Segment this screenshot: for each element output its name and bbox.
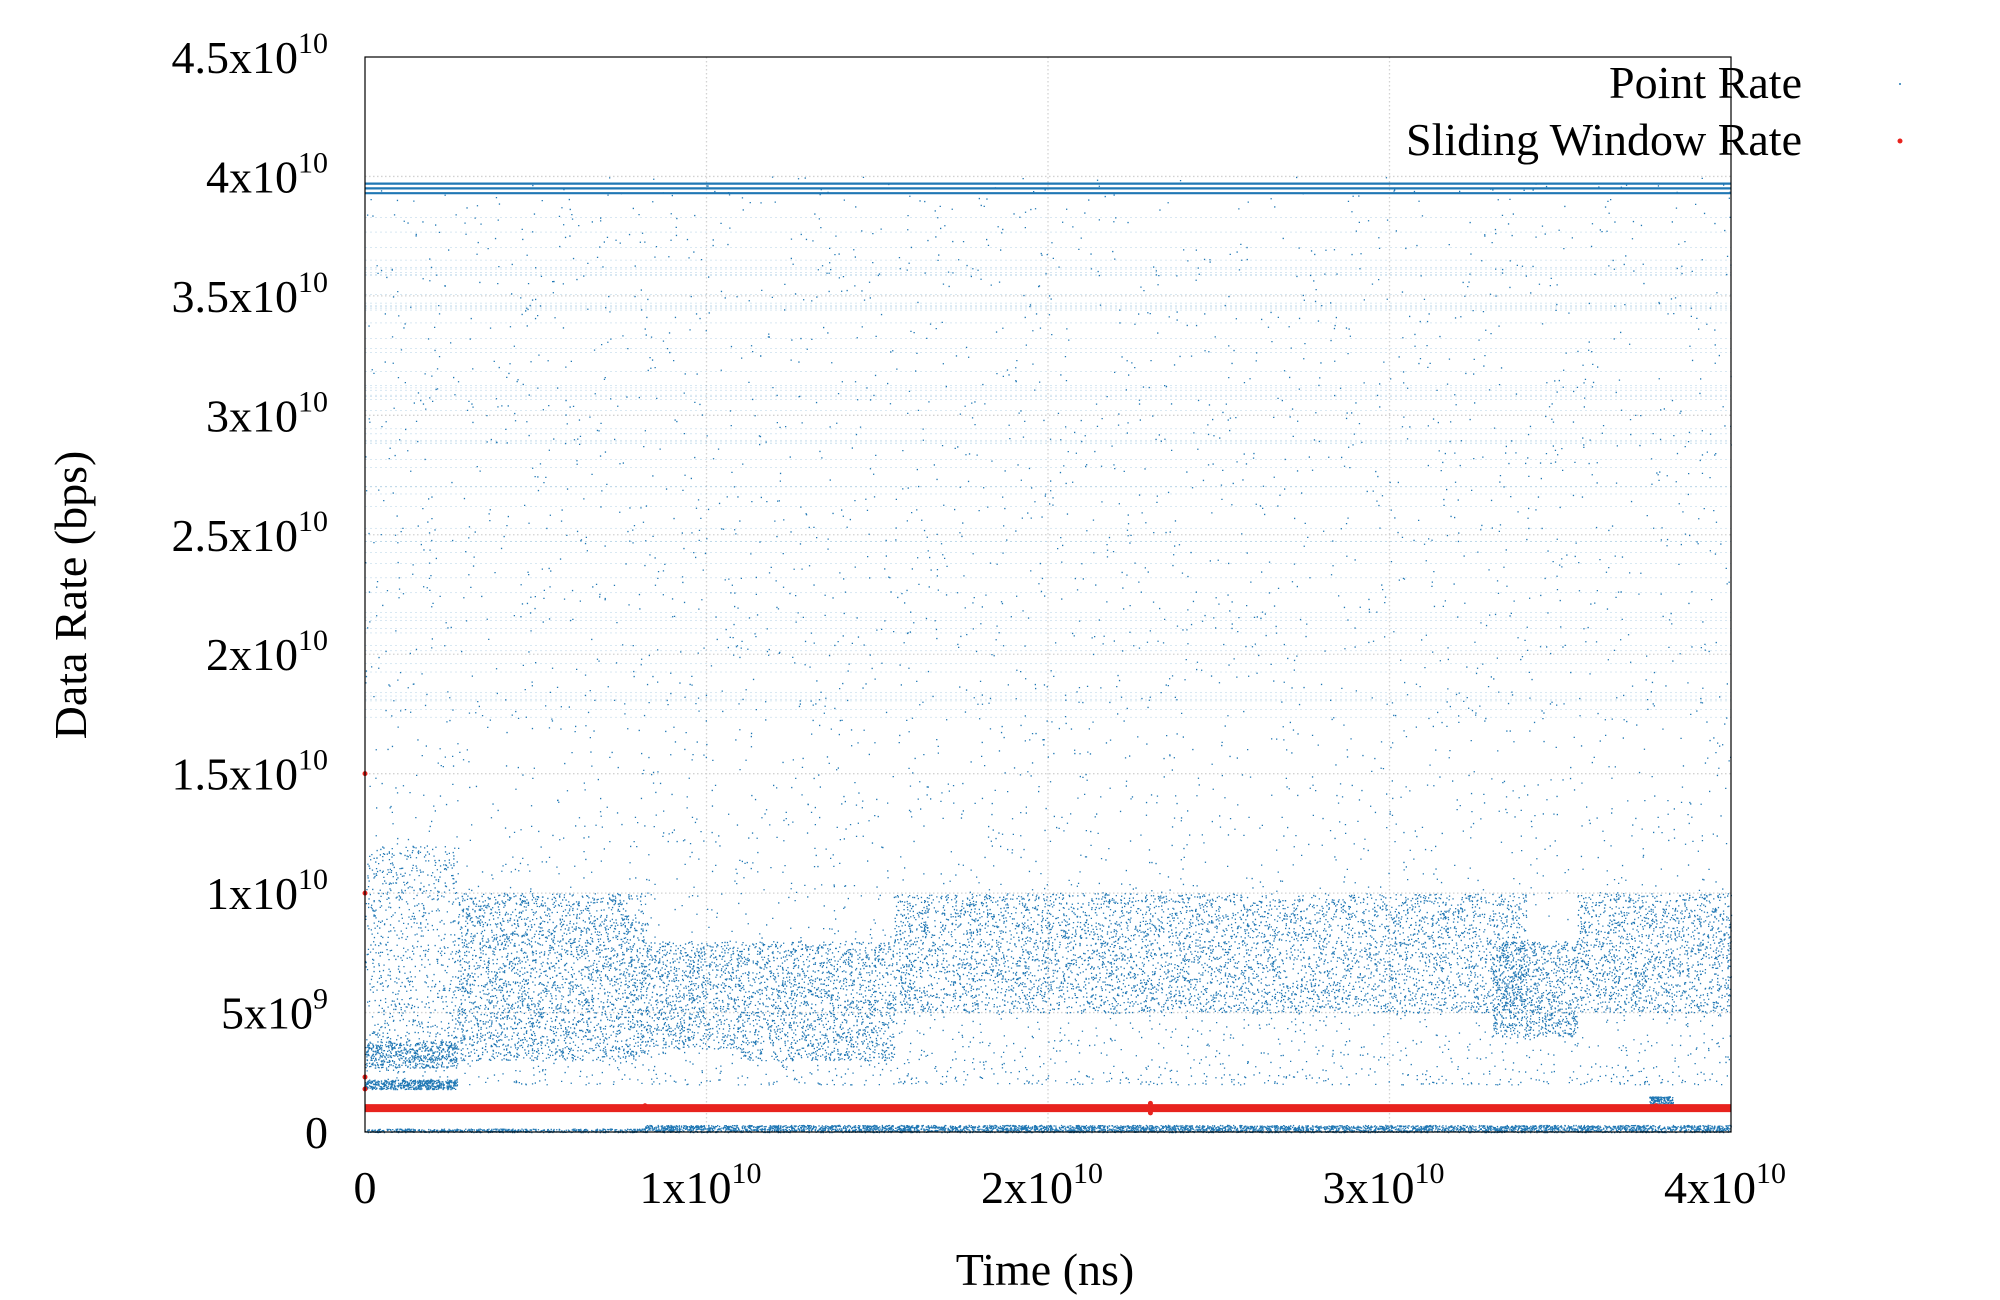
y-tick-label: 5x109 bbox=[221, 983, 328, 1039]
sliding-window-rate-point bbox=[642, 1103, 648, 1109]
y-axis-title: Data Rate (bps) bbox=[45, 451, 96, 740]
x-tick-exponent: 10 bbox=[732, 1157, 762, 1190]
y-tick-label: 3x1010 bbox=[206, 385, 328, 441]
plot-area bbox=[362, 176, 1733, 1134]
series-sliding-window-rate bbox=[362, 771, 1731, 1116]
y-tick-exponent: 10 bbox=[298, 744, 328, 777]
plot-frame bbox=[364, 56, 1732, 1133]
legend-marker-point-rate bbox=[1899, 83, 1901, 85]
x-tick-exponent: 10 bbox=[1756, 1157, 1786, 1190]
y-tick-label: 1x1010 bbox=[206, 863, 328, 919]
y-tick-exponent: 10 bbox=[298, 146, 328, 179]
x-tick-label: 2x1010 bbox=[981, 1157, 1103, 1213]
y-tick-label: 1.5x1010 bbox=[172, 744, 329, 800]
x-axis-title: Time (ns) bbox=[956, 1244, 1135, 1295]
axis-ticks: 0 1x1010 2x1010 3x1010 4x1010 0 5x109 1x1010 1.5… bbox=[172, 27, 1787, 1213]
sliding-window-rate-point bbox=[1147, 1100, 1153, 1106]
x-tick-label: 1x1010 bbox=[640, 1157, 762, 1213]
y-tick-label: 4.5x1010 bbox=[172, 27, 329, 83]
legend: Point Rate Sliding Window Rate bbox=[1406, 57, 1903, 165]
sliding-window-rate-point bbox=[1147, 1110, 1153, 1116]
y-tick-exponent: 10 bbox=[298, 863, 328, 896]
y-tick-exponent: 10 bbox=[298, 385, 328, 418]
x-tick-label: 3x1010 bbox=[1323, 1157, 1445, 1213]
y-tick-label: 0 bbox=[305, 1107, 328, 1158]
grid bbox=[365, 57, 1731, 1132]
y-tick-exponent: 10 bbox=[298, 505, 328, 538]
y-tick-exponent: 10 bbox=[298, 266, 328, 299]
y-tick-label: 4x1010 bbox=[206, 146, 328, 202]
y-tick-label: 2x1010 bbox=[206, 624, 328, 680]
x-tick-exponent: 10 bbox=[1415, 1157, 1445, 1190]
legend-label-sliding-window-rate: Sliding Window Rate bbox=[1406, 114, 1802, 165]
legend-label-point-rate: Point Rate bbox=[1609, 57, 1802, 108]
x-tick-exponent: 10 bbox=[1073, 1157, 1103, 1190]
y-tick-exponent: 10 bbox=[298, 27, 328, 60]
x-tick-label: 0 bbox=[354, 1162, 377, 1213]
y-tick-label: 2.5x1010 bbox=[172, 505, 329, 561]
series-point-rate bbox=[365, 176, 1733, 1134]
sliding-window-rate-point bbox=[1653, 1103, 1659, 1109]
y-tick-exponent: 9 bbox=[313, 983, 328, 1016]
y-tick-exponent: 10 bbox=[298, 624, 328, 657]
y-tick-label: 3.5x1010 bbox=[172, 266, 329, 322]
x-tick-label: 4x1010 bbox=[1664, 1157, 1786, 1213]
legend-marker-sliding-window-rate bbox=[1897, 138, 1903, 144]
